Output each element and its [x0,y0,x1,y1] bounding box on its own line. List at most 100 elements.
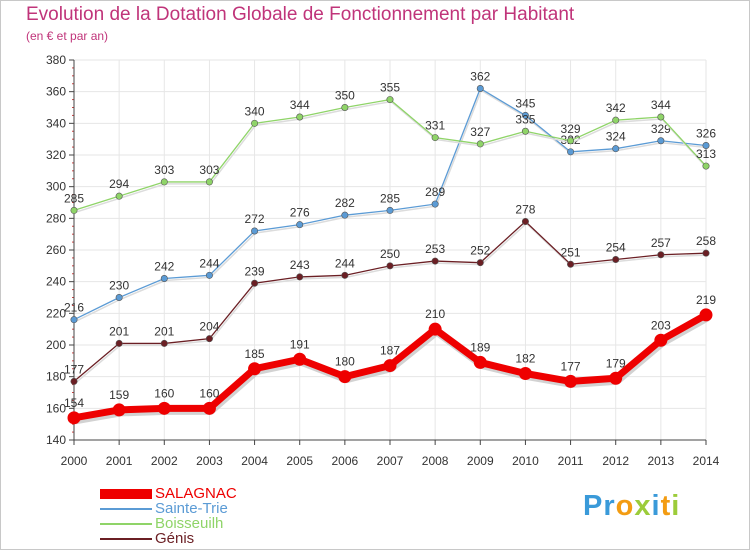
data-label-genis: 250 [380,247,400,261]
y-tick-label: 300 [46,180,66,194]
data-point-genis [341,271,349,279]
data-label-boisseuilh: 294 [109,177,129,191]
series-shadow-sainte-trie [74,89,708,323]
data-point-genis [70,377,78,385]
data-point-salagnac [518,367,532,380]
data-label-salagnac: 187 [380,344,400,358]
data-point-genis [115,339,123,347]
data-point-sainte-trie [115,293,123,301]
data-label-sainte-trie: 272 [245,212,265,226]
x-tick-label: 2004 [241,454,268,468]
y-tick-label: 260 [46,243,66,257]
data-point-boisseuilh [702,162,710,170]
data-point-genis [567,260,575,268]
legend-label-salagnac: SALAGNAC [155,485,237,502]
data-point-boisseuilh [521,127,529,135]
y-tick-label: 140 [46,433,66,447]
data-point-salagnac [338,370,352,384]
logo-letter: i [651,490,661,522]
data-label-boisseuilh: 285 [64,191,84,205]
data-label-boisseuilh: 303 [199,163,219,177]
x-tick-label: 2006 [332,454,359,468]
data-label-genis: 254 [606,241,626,255]
data-label-genis: 258 [696,234,716,248]
data-label-boisseuilh: 335 [515,112,535,126]
data-label-sainte-trie: 276 [290,206,310,220]
data-label-boisseuilh: 355 [380,81,400,95]
data-point-sainte-trie [251,227,259,235]
legend-swatch-genis [100,538,152,540]
legend-label-genis: Génis [155,530,195,547]
data-label-salagnac: 191 [290,337,310,351]
data-label-genis: 252 [470,244,490,258]
data-point-salagnac [293,352,307,366]
data-label-salagnac: 159 [109,388,129,402]
x-tick-label: 2000 [61,454,88,468]
data-point-boisseuilh [296,113,304,121]
legend-label-boisseuilh: Boisseuilh [155,515,224,532]
data-point-salagnac [473,355,487,369]
data-label-sainte-trie: 345 [515,96,535,110]
data-label-genis: 177 [64,362,84,376]
data-point-genis [160,339,168,347]
data-point-genis [296,273,304,281]
data-point-boisseuilh [657,113,665,121]
data-point-sainte-trie [567,148,575,156]
y-tick-label: 320 [46,148,66,162]
data-label-boisseuilh: 350 [335,89,355,103]
data-point-sainte-trie [521,111,529,119]
data-label-sainte-trie: 230 [109,279,129,293]
data-point-sainte-trie [431,200,439,208]
logo-letter: P [583,490,604,522]
data-label-genis: 201 [154,324,174,338]
logo-letter: i [671,490,681,522]
data-label-boisseuilh: 342 [606,101,626,115]
data-label-sainte-trie: 216 [64,301,84,315]
data-point-genis [521,218,529,226]
data-point-genis [657,251,665,259]
data-point-salagnac [564,374,578,388]
data-label-salagnac: 160 [199,386,219,400]
legend-label-sainte-trie: Sainte-Trie [155,500,228,517]
y-tick-label: 180 [46,370,66,384]
data-label-boisseuilh: 327 [470,125,490,139]
y-tick-label: 220 [46,306,66,320]
data-label-salagnac: 160 [154,386,174,400]
data-point-sainte-trie [70,316,78,324]
data-label-salagnac: 179 [606,356,626,370]
data-point-boisseuilh [160,178,168,186]
data-label-boisseuilh: 329 [561,122,581,136]
data-label-boisseuilh: 344 [651,98,671,112]
logo-letter: o [615,490,635,522]
data-point-boisseuilh [476,140,484,148]
x-tick-label: 2002 [151,454,178,468]
y-tick-label: 280 [46,211,66,225]
data-point-salagnac [654,333,668,347]
logo-letter: r [603,490,616,522]
data-point-genis [612,255,620,263]
data-label-boisseuilh: 340 [245,104,265,118]
chart-subtitle: (en € et par an) [26,29,109,43]
x-tick-label: 2007 [377,454,404,468]
data-point-genis [702,249,710,257]
data-label-salagnac: 185 [245,347,265,361]
data-label-sainte-trie: 362 [470,70,490,84]
data-label-sainte-trie: 285 [380,191,400,205]
chart-title: Evolution de la Dotation Globale de Fonc… [26,4,575,25]
data-label-genis: 257 [651,236,671,250]
data-label-sainte-trie: 289 [425,185,445,199]
data-label-sainte-trie: 244 [199,256,219,270]
data-label-genis: 239 [245,264,265,278]
data-label-genis: 243 [290,258,310,272]
data-label-sainte-trie: 326 [696,127,716,141]
data-label-boisseuilh: 344 [290,98,310,112]
x-tick-label: 2010 [512,454,539,468]
data-point-salagnac [157,401,171,415]
data-point-boisseuilh [612,116,620,124]
y-tick-label: 340 [46,116,66,130]
data-label-boisseuilh: 303 [154,163,174,177]
data-point-sainte-trie [386,206,394,214]
data-label-genis: 204 [199,320,219,334]
data-point-sainte-trie [702,142,710,150]
x-tick-label: 2009 [467,454,494,468]
